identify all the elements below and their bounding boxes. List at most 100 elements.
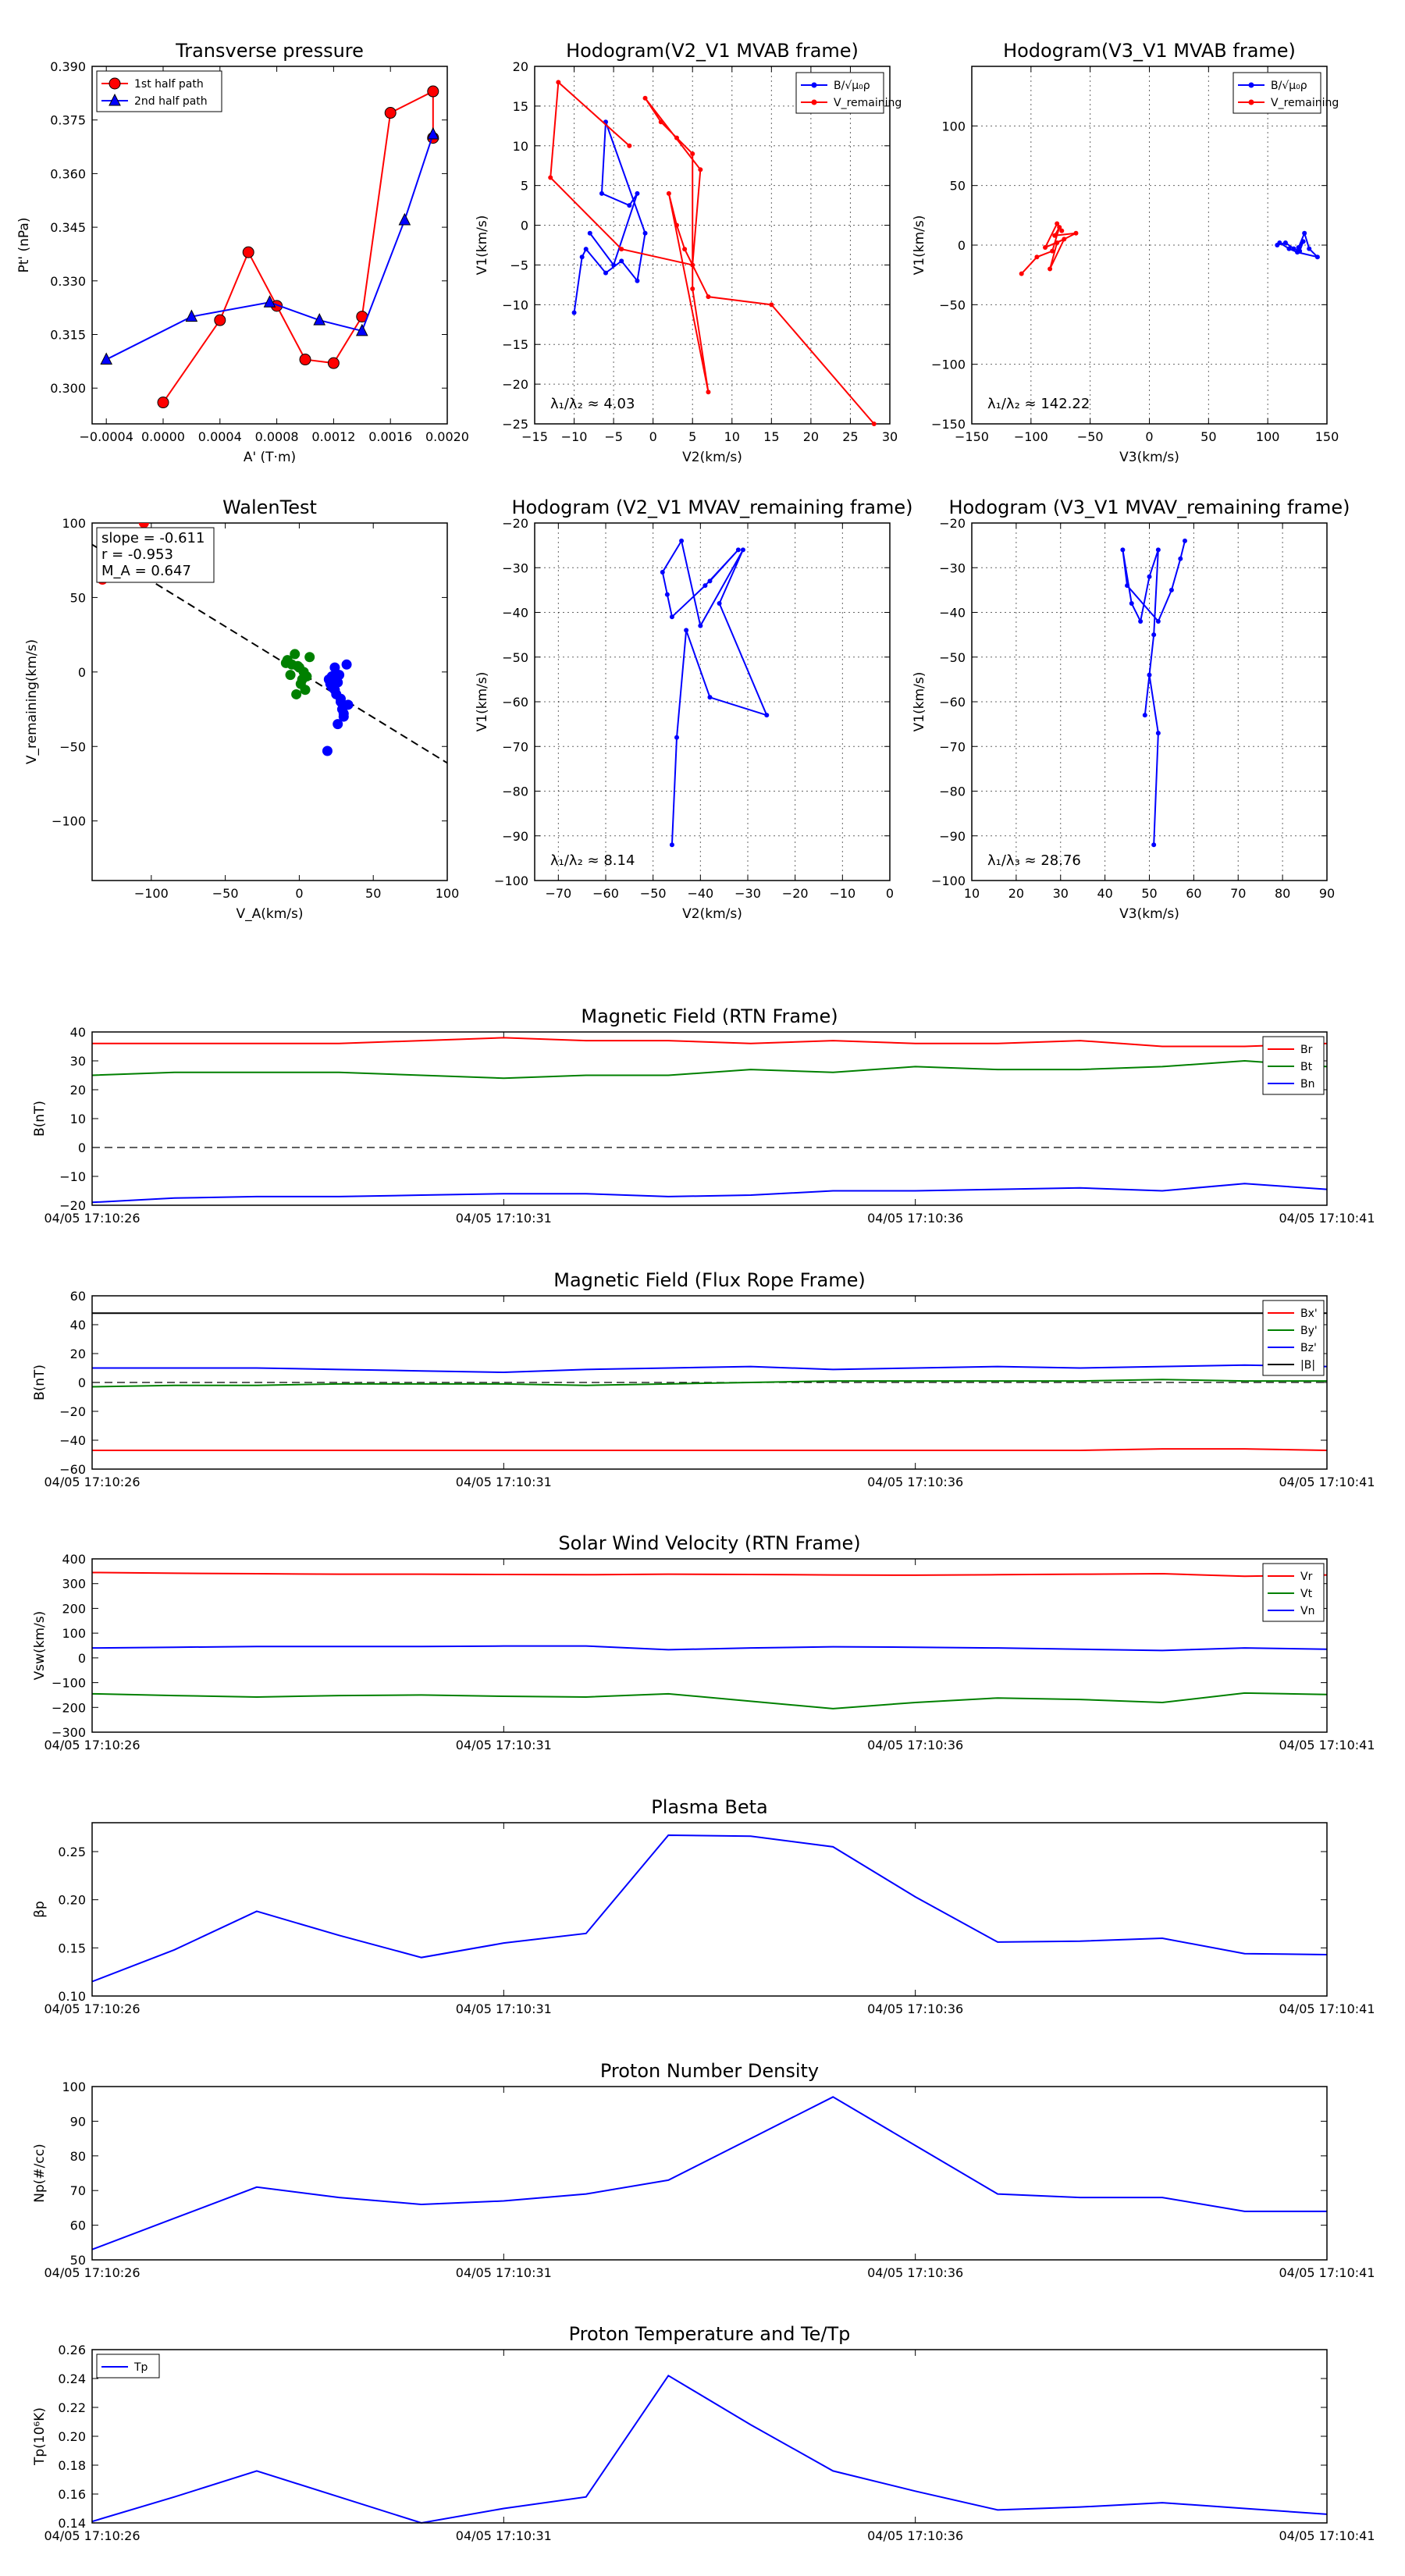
h1-series-line: [550, 80, 875, 425]
h3-xtick-label: −60: [592, 886, 619, 901]
tp-ytick-label: 0.345: [50, 220, 86, 235]
h4-point: [1142, 713, 1147, 718]
walen-xtick-label: 100: [436, 886, 460, 901]
h2-xtick-label: 100: [1256, 429, 1280, 444]
ts1-title: Magnetic Field (RTN Frame): [581, 1005, 838, 1027]
walen-point: [343, 699, 354, 710]
h2-point: [1282, 240, 1288, 245]
ts5-ylabel: Np(#/cc): [32, 2144, 48, 2202]
ts5-title: Proton Number Density: [600, 2060, 819, 2082]
ts1-ytick-label: 30: [70, 1054, 86, 1069]
tp-point: [157, 397, 169, 409]
ts3-frame: [91, 1558, 1328, 1733]
h1-point: [698, 167, 703, 173]
ts6-ylabel: Tp(10⁶K): [32, 2407, 48, 2466]
h1-xtick-label: 30: [882, 429, 898, 444]
ts2-ytick-label: 40: [70, 1318, 86, 1332]
h1-xtick-label: −15: [521, 429, 548, 444]
walen-xtick-label: 50: [365, 886, 381, 901]
h1-point: [619, 258, 624, 264]
h4-point: [1120, 547, 1126, 553]
ts1-xtick-label: 04/05 17:10:41: [1279, 1211, 1375, 1226]
h2-annotation: λ₁/λ₂ ≈ 142.22: [987, 396, 1090, 412]
ts3-xtick-label: 04/05 17:10:31: [456, 1738, 552, 1752]
h2-ytick-label: −150: [931, 417, 966, 432]
walen-point: [280, 657, 291, 668]
h3-ytick-label: −90: [502, 829, 528, 844]
h1-title: Hodogram(V2_V1 MVAB frame): [566, 40, 859, 62]
h2-ytick-label: 100: [941, 119, 966, 133]
h1-point: [642, 230, 648, 236]
h1-point: [690, 262, 695, 268]
ts4-ytick-label: 0.15: [58, 1941, 86, 1955]
tp-point: [185, 309, 198, 322]
h1-point: [548, 175, 553, 180]
h1-ytick-label: −20: [502, 377, 528, 392]
h2-ytick-label: −100: [931, 358, 966, 372]
ts6-ytick-label: 0.16: [58, 2487, 86, 2502]
walen-xlabel: V_A(km/s): [236, 906, 303, 922]
ts2-legend-label: Bx': [1300, 1308, 1318, 1320]
ts6-xtick-label: 04/05 17:10:26: [44, 2528, 140, 2543]
h2-point: [1057, 225, 1062, 230]
h1-ytick-label: 10: [513, 139, 528, 154]
h4-ytick-label: −50: [939, 650, 966, 665]
h3-point: [664, 592, 670, 597]
h1-ytick-label: −15: [502, 337, 528, 352]
h1-ytick-label: 5: [521, 179, 528, 194]
h2-point: [1307, 246, 1312, 251]
h1-point: [635, 278, 640, 283]
ts4-series-beta: [91, 1834, 1328, 1983]
h4-point: [1168, 587, 1174, 592]
ts2-series-Bz': [92, 1364, 1328, 1374]
tp-point: [398, 212, 411, 226]
ts1-ytick-label: −20: [59, 1198, 86, 1213]
h1-series-line: [573, 121, 646, 313]
h1-point: [599, 190, 604, 196]
h2-point: [1302, 230, 1307, 236]
h4-point: [1125, 583, 1130, 589]
ts5-xtick-label: 04/05 17:10:31: [456, 2265, 552, 2280]
h4-title: Hodogram (V3_V1 MVAV_remaining frame): [948, 496, 1350, 518]
ts6-frame: [91, 2349, 1328, 2524]
h4-ytick-label: −90: [939, 829, 966, 844]
chart-h2: Hodogram(V3_V1 MVAB frame) −150 −100 −50 0 50…: [912, 40, 1339, 465]
ts6-series-Tp: [91, 2374, 1328, 2524]
walen-point: [291, 688, 302, 699]
ts3-series-Vr: [91, 1571, 1328, 1578]
h1-point: [635, 190, 640, 196]
ts3-series-Vt: [91, 1692, 1328, 1710]
ts1-legend-label: Bn: [1300, 1078, 1314, 1091]
h3-xtick-label: −40: [687, 886, 713, 901]
h4-xlabel: V3(km/s): [1119, 906, 1179, 922]
ts6-ytick-label: 0.26: [58, 2343, 86, 2357]
walen-stat: M_A = 0.647: [101, 563, 191, 579]
chart-ts2: Magnetic Field (Flux Rope Frame) −60 −40 −2…: [32, 1269, 1375, 1489]
h4-xtick-label: 70: [1230, 886, 1246, 901]
h3-xtick-label: −30: [735, 886, 761, 901]
h2-frame: [971, 66, 1328, 425]
tp-ytick-label: 0.315: [50, 328, 86, 343]
h1-point: [642, 95, 648, 101]
walen-ytick-label: 50: [70, 590, 86, 605]
h2-legend-label: V_remaining: [1271, 97, 1339, 109]
walen-xtick-label: 0: [295, 886, 303, 901]
h2-point: [1277, 240, 1282, 245]
h3-ytick-label: −20: [502, 516, 528, 531]
ts3-ytick-label: 300: [62, 1577, 86, 1592]
tp-point: [427, 85, 439, 98]
ts1-ylabel: B(nT): [32, 1101, 48, 1137]
h3-point: [679, 538, 685, 543]
tp-ylabel: Pt' (nPa): [16, 218, 32, 273]
h4-xtick-label: 60: [1186, 886, 1201, 901]
h2-point: [1055, 221, 1060, 226]
h4-ytick-label: −70: [939, 739, 966, 754]
h2-legend-marker: [1248, 82, 1254, 88]
ts2-series-Bx': [92, 1448, 1328, 1451]
h1-ytick-label: 15: [513, 99, 528, 114]
walen-frame: [91, 522, 448, 881]
ts4-xtick-label: 04/05 17:10:31: [456, 2001, 552, 2016]
ts1-ytick-label: 20: [70, 1083, 86, 1098]
h1-frame: [534, 66, 891, 425]
h4-point: [1147, 672, 1152, 678]
